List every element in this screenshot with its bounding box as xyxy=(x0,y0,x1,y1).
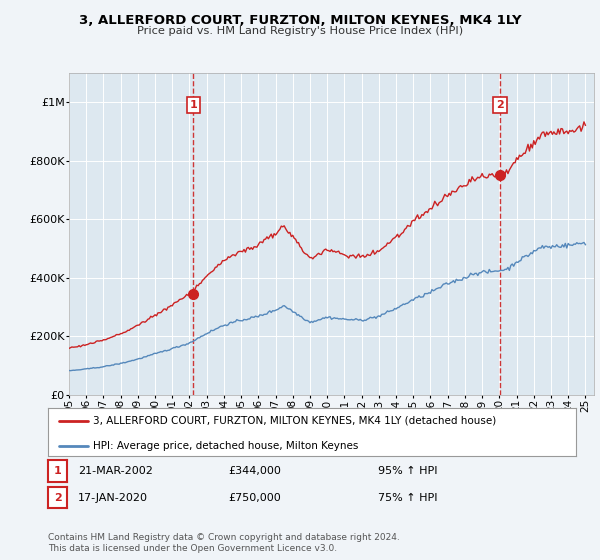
Text: Price paid vs. HM Land Registry's House Price Index (HPI): Price paid vs. HM Land Registry's House … xyxy=(137,26,463,36)
Text: Contains HM Land Registry data © Crown copyright and database right 2024.
This d: Contains HM Land Registry data © Crown c… xyxy=(48,533,400,553)
Text: 2: 2 xyxy=(496,100,504,110)
Text: 3, ALLERFORD COURT, FURZTON, MILTON KEYNES, MK4 1LY: 3, ALLERFORD COURT, FURZTON, MILTON KEYN… xyxy=(79,14,521,27)
Text: 3, ALLERFORD COURT, FURZTON, MILTON KEYNES, MK4 1LY (detached house): 3, ALLERFORD COURT, FURZTON, MILTON KEYN… xyxy=(93,416,496,426)
Text: 21-MAR-2002: 21-MAR-2002 xyxy=(78,466,153,476)
Text: £750,000: £750,000 xyxy=(228,493,281,503)
Text: £344,000: £344,000 xyxy=(228,466,281,476)
Text: 1: 1 xyxy=(190,100,197,110)
Text: 95% ↑ HPI: 95% ↑ HPI xyxy=(378,466,437,476)
Text: 75% ↑ HPI: 75% ↑ HPI xyxy=(378,493,437,503)
Text: 2: 2 xyxy=(54,493,61,503)
Text: 17-JAN-2020: 17-JAN-2020 xyxy=(78,493,148,503)
Text: 1: 1 xyxy=(54,466,61,476)
Text: HPI: Average price, detached house, Milton Keynes: HPI: Average price, detached house, Milt… xyxy=(93,441,358,451)
